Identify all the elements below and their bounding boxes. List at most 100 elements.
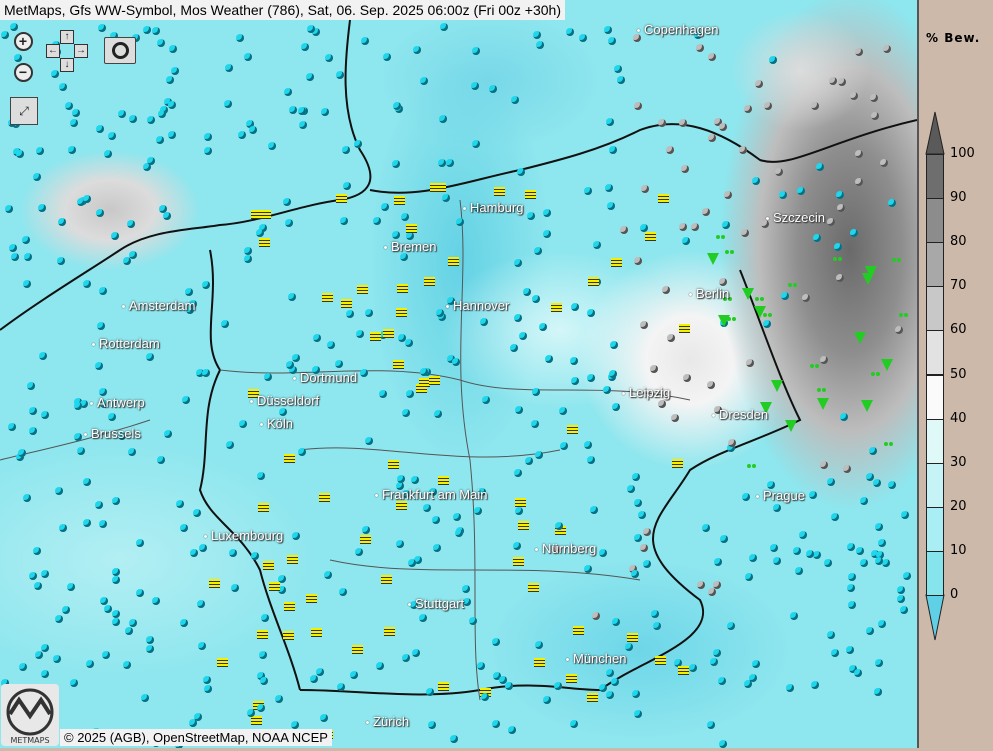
- fog-symbol-icon: [437, 476, 449, 486]
- rain-symbol-icon: [809, 363, 814, 368]
- fog-symbol-icon: [283, 631, 295, 641]
- pan-left-button[interactable]: ←: [46, 44, 60, 58]
- cloudy-symbol-icon: [772, 556, 781, 565]
- cloudy-symbol-icon: [102, 651, 111, 660]
- fog-symbol-icon: [357, 284, 369, 294]
- overcast-symbol-icon: [835, 274, 844, 283]
- city-label: Düsseldorf: [250, 393, 319, 408]
- fog-symbol-icon: [447, 256, 459, 266]
- cloudy-symbol-icon: [157, 38, 166, 47]
- cloudy-symbol-icon: [99, 400, 108, 409]
- cloudy-symbol-icon: [245, 120, 254, 129]
- cloudy-symbol-icon: [609, 341, 618, 350]
- fog-symbol-icon: [258, 238, 270, 248]
- cloudy-symbol-icon: [859, 559, 868, 568]
- cloudy-symbol-icon: [422, 503, 431, 512]
- cloudy-symbol-icon: [505, 682, 514, 691]
- cloudy-symbol-icon: [180, 524, 189, 533]
- cloudy-symbol-icon: [142, 163, 151, 172]
- fog-symbol-icon: [438, 681, 449, 691]
- cloudy-symbol-icon: [400, 252, 409, 261]
- city-marker-icon: [712, 414, 715, 418]
- fog-symbol-icon: [430, 183, 442, 193]
- zoom-out-button[interactable]: −: [10, 59, 36, 85]
- cloudy-symbol-icon: [189, 299, 198, 308]
- city-label: Amsterdam: [122, 298, 195, 313]
- city-name: Hamburg: [470, 200, 524, 215]
- pan-right-button[interactable]: →: [74, 44, 88, 58]
- cloudy-symbol-icon: [833, 243, 842, 252]
- cloudy-symbol-icon: [122, 660, 131, 669]
- overcast-symbol-icon: [842, 464, 851, 473]
- cloudy-symbol-icon: [639, 224, 648, 233]
- legend-label: 40: [950, 410, 967, 426]
- cloudy-symbol-icon: [797, 186, 806, 195]
- screenshot-button[interactable]: [104, 37, 136, 64]
- cloudy-symbol-icon: [74, 432, 83, 441]
- fog-symbol-icon: [677, 665, 689, 675]
- fog-symbol-icon: [555, 525, 567, 535]
- cloudy-symbol-icon: [359, 368, 368, 377]
- zoom-in-button[interactable]: +: [10, 28, 36, 54]
- cloudy-symbol-icon: [853, 668, 862, 677]
- cloudy-symbol-icon: [610, 677, 619, 686]
- rain-symbol-icon: [833, 257, 838, 262]
- fullscreen-button[interactable]: ⤢: [10, 97, 38, 125]
- fog-symbol-icon: [644, 232, 656, 242]
- cloudy-symbol-icon: [673, 659, 682, 668]
- cloudy-symbol-icon: [710, 658, 719, 666]
- legend-swatch-50_60: [926, 330, 944, 376]
- region-borders: [0, 199, 691, 701]
- cloudy-symbol-icon: [427, 721, 436, 730]
- cloudy-symbol-icon: [203, 146, 212, 155]
- cloudy-symbol-icon: [193, 712, 202, 721]
- cloudy-symbol-icon: [109, 32, 118, 41]
- cloudy-symbol-icon: [452, 513, 461, 522]
- fog-symbol-icon: [352, 645, 364, 655]
- cloudy-symbol-icon: [569, 357, 578, 366]
- cloudy-symbol-icon: [442, 194, 451, 203]
- city-label: Hamburg: [463, 200, 523, 215]
- cloudy-symbol-icon: [10, 23, 19, 32]
- cloudy-symbol-icon: [335, 359, 344, 368]
- cloudy-symbol-icon: [135, 588, 144, 597]
- cloudy-symbol-icon: [468, 616, 477, 625]
- cloudy-symbol-icon: [609, 146, 618, 155]
- cloudy-symbol-icon: [874, 658, 883, 667]
- pan-down-button[interactable]: ↓: [60, 58, 74, 72]
- shower-symbol-icon: [753, 305, 766, 318]
- cloudy-symbol-icon: [361, 525, 370, 534]
- overcast-symbol-icon: [665, 145, 674, 154]
- fog-symbol-icon: [588, 277, 600, 287]
- fog-symbol-icon: [416, 383, 428, 393]
- cloudy-symbol-icon: [809, 490, 818, 499]
- cloudy-symbol-icon: [64, 102, 73, 111]
- metmaps-logo[interactable]: METMAPS: [1, 684, 59, 746]
- fog-symbol-icon: [672, 458, 684, 468]
- city-name: Frankfurt am Main: [382, 487, 488, 502]
- cloudy-symbol-icon: [452, 357, 461, 366]
- cloudy-symbol-icon: [297, 107, 306, 116]
- legend-arrow-bottom: [925, 594, 945, 641]
- cloudy-symbol-icon: [435, 309, 444, 318]
- cloudy-symbol-icon: [882, 558, 891, 567]
- cloudy-symbol-icon: [438, 158, 447, 167]
- overcast-symbol-icon: [883, 45, 892, 54]
- city-name: Köln: [267, 416, 294, 431]
- cloudy-symbol-icon: [298, 121, 307, 130]
- cloudy-symbol-icon: [129, 250, 138, 259]
- overcast-symbol-icon: [718, 122, 727, 131]
- city-name: Düsseldorf: [257, 393, 320, 408]
- cloudy-symbol-icon: [223, 99, 232, 108]
- overcast-symbol-icon: [837, 78, 846, 87]
- cloudy-symbol-icon: [238, 131, 247, 140]
- pan-up-button[interactable]: ↑: [60, 30, 74, 44]
- cloudy-symbol-icon: [461, 585, 470, 594]
- cloudy-symbol-icon: [142, 26, 151, 35]
- cloudy-symbol-icon: [32, 172, 41, 181]
- cloudy-symbol-icon: [282, 198, 291, 207]
- cloudy-symbol-icon: [257, 672, 266, 681]
- weather-map[interactable]: Copenhagen Hamburg Bremen Szczecin Amsterdam…: [0, 0, 917, 748]
- fog-symbol-icon: [319, 492, 330, 502]
- cloudy-symbol-icon: [527, 211, 536, 220]
